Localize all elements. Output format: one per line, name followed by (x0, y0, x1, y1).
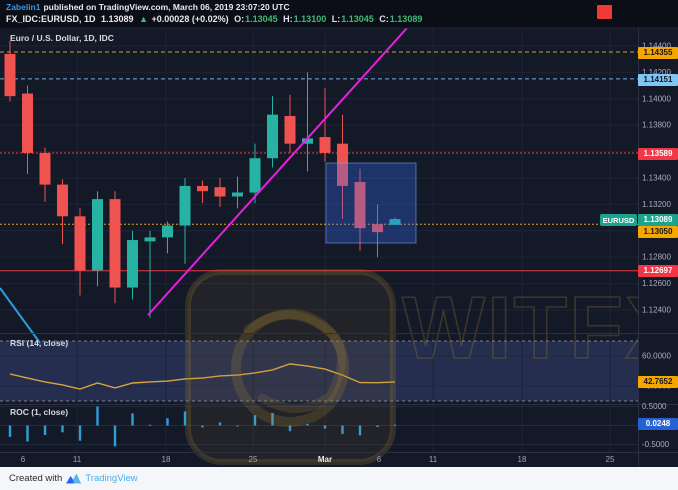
svg-text:1.14000: 1.14000 (642, 94, 671, 103)
tradingview-logo-icon[interactable] (66, 473, 82, 484)
svg-text:40.0000: 40.0000 (642, 382, 671, 391)
svg-text:1.13200: 1.13200 (642, 200, 671, 209)
magenta-trendline (147, 27, 408, 316)
publish-line: Zabelin1 published on TradingView.com, Ma… (6, 2, 290, 12)
open-label: O: (234, 13, 245, 24)
svg-text:Mar: Mar (318, 455, 332, 464)
up-arrow-icon: ▲ (139, 13, 149, 24)
footer: Created with TradingView (0, 467, 678, 490)
svg-text:1.14400: 1.14400 (642, 42, 671, 51)
svg-text:18: 18 (162, 455, 171, 464)
symbol-ohlc-line: FX_IDC:EURUSD, 1D 1.13089 ▲ +0.00028 (+0… (6, 14, 425, 24)
symbol-text: FX_IDC:EURUSD, 1D (6, 13, 96, 24)
svg-text:25: 25 (606, 455, 615, 464)
svg-text:6: 6 (21, 455, 26, 464)
low-label: L: (331, 13, 341, 24)
published-text: published on TradingView.com, March 06, … (43, 2, 290, 12)
roc-pane-title: ROC (1, close) (10, 407, 69, 417)
author-link[interactable]: Zabelin1 (6, 2, 41, 12)
red-corner-mark (597, 5, 612, 19)
svg-text:1.13800: 1.13800 (642, 121, 671, 130)
price-pane-title: Euro / U.S. Dollar, 1D, IDC (10, 33, 114, 43)
svg-text:1.12800: 1.12800 (642, 253, 671, 262)
close-label: C: (379, 13, 389, 24)
witfx-watermark: WITFX (185, 269, 678, 465)
roc-histogram (8, 406, 397, 447)
rsi-line (9, 363, 396, 390)
svg-text:1.13400: 1.13400 (642, 174, 671, 183)
level-lines (0, 51, 638, 272)
watermark-shield (185, 269, 396, 465)
watermark-eagle-icon (231, 309, 349, 427)
svg-text:0.5000: 0.5000 (642, 402, 667, 411)
svg-text:1.14200: 1.14200 (642, 68, 671, 77)
svg-text:11: 11 (73, 455, 82, 464)
high-label: H: (283, 13, 293, 24)
svg-text:60.0000: 60.0000 (642, 352, 671, 361)
svg-text:1.12600: 1.12600 (642, 279, 671, 288)
change-text: +0.00028 (+0.02%) (151, 13, 229, 24)
svg-text:18: 18 (518, 455, 527, 464)
close-value: 1.13089 (389, 13, 423, 24)
highlight-box (325, 162, 417, 244)
svg-text:6: 6 (377, 455, 382, 464)
low-value: 1.13045 (341, 13, 374, 24)
rsi-band-lines (0, 340, 638, 402)
tradingview-brand[interactable]: TradingView (85, 473, 138, 484)
rsi-pane-title: RSI (14, close) (10, 338, 69, 348)
svg-text:-0.5000: -0.5000 (642, 440, 670, 449)
svg-text:25: 25 (249, 455, 258, 464)
high-value: 1.13100 (293, 13, 327, 24)
open-value: 1.13045 (245, 13, 278, 24)
created-with-text: Created with (9, 473, 63, 484)
watermark-text: WITFX (402, 278, 678, 377)
svg-text:11: 11 (429, 455, 438, 464)
svg-text:1.12400: 1.12400 (642, 306, 671, 315)
candles (4, 40, 401, 318)
pane-separators (0, 27, 678, 467)
time-axis[interactable]: 6 11 18 25 Mar 6 11 18 25 (21, 455, 615, 464)
last-price: 1.13089 (101, 13, 134, 24)
